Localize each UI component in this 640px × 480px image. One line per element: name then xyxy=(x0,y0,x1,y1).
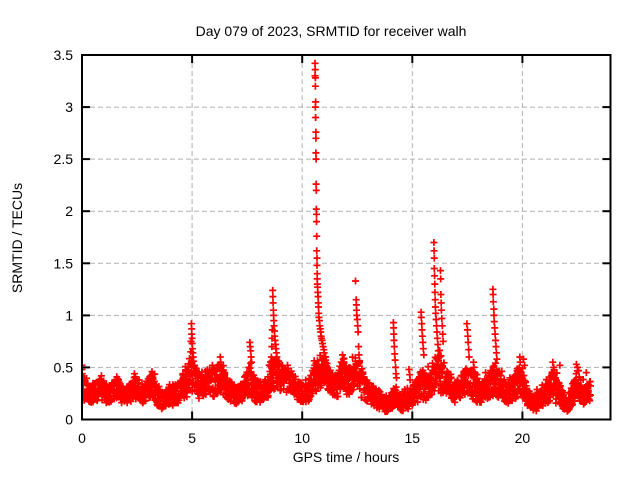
plot-border xyxy=(81,54,612,421)
y-tick-label: 0 xyxy=(65,412,73,428)
y-tick-label: 0.5 xyxy=(54,359,74,375)
chart-title: Day 079 of 2023, SRMTID for receiver wal… xyxy=(196,23,467,39)
y-tick-label: 3.5 xyxy=(54,47,74,63)
y-tick-label: 2.5 xyxy=(54,151,74,167)
x-tick-label: 15 xyxy=(405,430,421,446)
x-tick-label: 0 xyxy=(78,430,86,446)
x-tick-label: 10 xyxy=(294,430,310,446)
x-tick-label: 20 xyxy=(515,430,531,446)
y-axis-label: SRMTID / TECUs xyxy=(9,183,25,293)
x-axis-label: GPS time / hours xyxy=(293,449,400,465)
y-tick-label: 2 xyxy=(65,203,73,219)
data-points xyxy=(82,59,594,416)
axis-ticks xyxy=(81,54,611,421)
y-tick-label: 3 xyxy=(65,99,73,115)
x-tick-label: 5 xyxy=(188,430,196,446)
y-tick-label: 1 xyxy=(65,307,73,323)
y-tick-label: 1.5 xyxy=(54,255,74,271)
tick-labels: 0 5 10 15 20 0 0.5 1 1.5 2 2.5 3 3.5 xyxy=(54,47,531,446)
